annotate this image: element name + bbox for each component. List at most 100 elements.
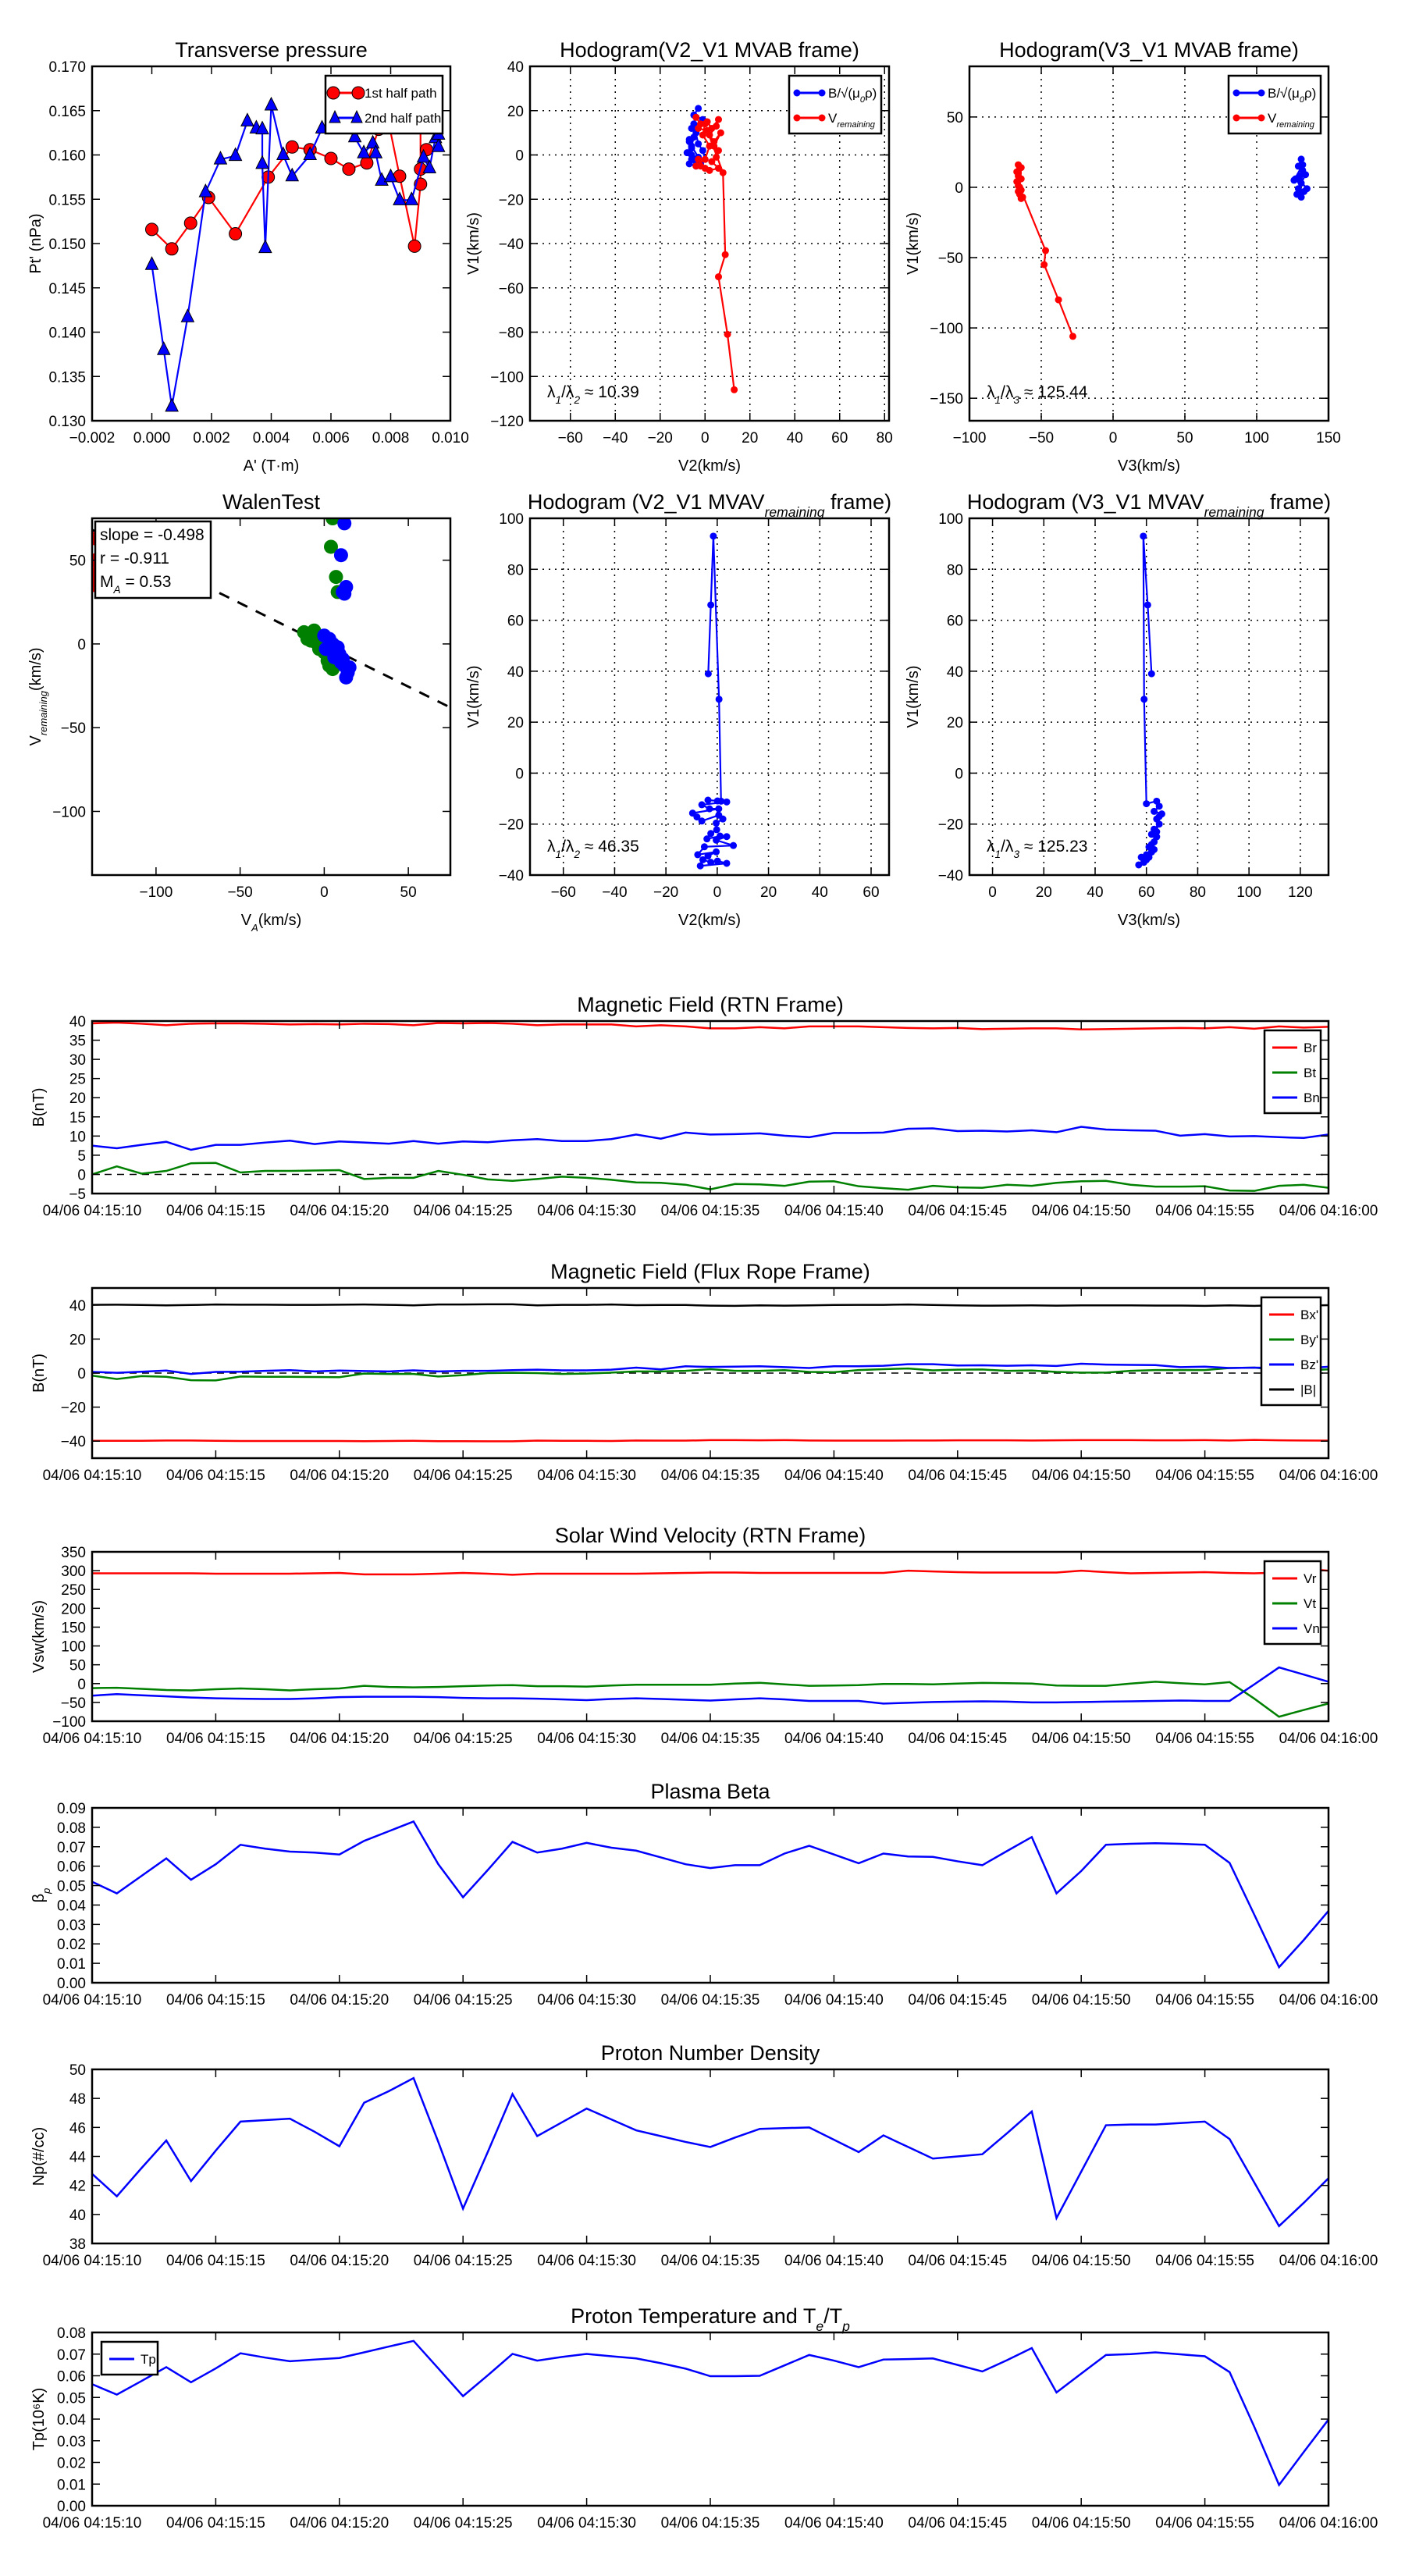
- series-beta: [92, 1820, 1329, 1969]
- y-tick-label: 0.170: [48, 59, 86, 76]
- data-point: [264, 96, 279, 111]
- x-tick-label: 04/06 04:15:15: [166, 1731, 265, 1747]
- data-point: [715, 147, 722, 155]
- chart-title: Solar Wind Velocity (RTN Frame): [555, 1524, 866, 1547]
- y-tick-label: −50: [938, 251, 963, 267]
- data-point: [228, 147, 243, 162]
- data-point: [704, 852, 712, 860]
- data-point: [1153, 828, 1161, 836]
- legend: Vr Vt Vn: [1263, 1560, 1322, 1646]
- data-point: [694, 851, 702, 859]
- y-axis-label: B(nT): [30, 1088, 48, 1127]
- y-tick-label: 50: [69, 1658, 86, 1674]
- x-tick-label: 04/06 04:15:55: [1155, 1203, 1254, 1219]
- chart-title: Proton Number Density: [601, 2041, 820, 2065]
- x-tick-label: 0: [988, 884, 997, 901]
- y-tick-label: 0.07: [57, 2347, 86, 2364]
- eigenvalue-ratio-annotation: λ1/λ3 ≈ 125.23: [987, 838, 1087, 860]
- legend-label: Vr: [1304, 1571, 1317, 1586]
- x-tick-label: 04/06 04:15:25: [414, 1992, 513, 2008]
- y-tick-label: 40: [69, 2208, 86, 2224]
- y-tick-label: 20: [947, 715, 963, 731]
- x-tick-label: 04/06 04:15:40: [784, 2253, 884, 2269]
- eigenvalue-ratio-annotation: λ1/λ2 ≈ 10.39: [547, 383, 639, 406]
- x-tick-label: 40: [1087, 884, 1103, 901]
- y-tick-label: −20: [938, 817, 963, 834]
- x-tick-label: 04/06 04:15:15: [166, 2253, 265, 2269]
- x-axis-label: VA(km/s): [241, 912, 302, 934]
- series-line: [92, 1567, 1329, 1576]
- legend-label: 1st half path: [365, 86, 437, 101]
- y-tick-label: 0.06: [57, 1859, 86, 1876]
- data-point: [1140, 532, 1147, 540]
- data-point: [713, 848, 720, 856]
- data-point: [703, 126, 711, 134]
- data-point: [696, 862, 704, 870]
- data-point: [719, 815, 727, 823]
- y-tick-label: −50: [61, 1695, 86, 1712]
- y-axis-label: Tp(10⁶K): [30, 2388, 48, 2450]
- data-point: [337, 518, 352, 531]
- chart-10: 04/06 04:15:10 04/06 04:15:15 04/06 04:15:…: [30, 2041, 1378, 2269]
- chart-6: 04/06 04:15:10 04/06 04:15:15 04/06 04:15:…: [30, 993, 1378, 1219]
- y-tick-label: 0.06: [57, 2369, 86, 2386]
- data-point: [285, 140, 299, 154]
- chart-title: Transverse pressure: [175, 38, 368, 62]
- x-tick-label: 0.004: [253, 430, 290, 447]
- data-point: [333, 548, 348, 563]
- legend: 1st half path 2nd half path: [324, 74, 444, 135]
- x-axis-label: V3(km/s): [1118, 912, 1180, 929]
- x-tick-label: 04/06 04:15:10: [43, 2515, 142, 2532]
- y-axis-label: βp: [30, 1888, 52, 1903]
- y-tick-label: 38: [69, 2236, 86, 2253]
- y-tick-label: 80: [947, 562, 963, 578]
- x-tick-label: −40: [603, 430, 628, 447]
- y-tick-label: 0.03: [57, 1917, 86, 1934]
- data-point: [165, 397, 179, 412]
- y-tick-label: 200: [61, 1601, 86, 1617]
- y-tick-label: −5: [69, 1187, 86, 1203]
- plot-area: [92, 1567, 1329, 1718]
- x-tick-label: 0.008: [372, 430, 410, 447]
- legend-label: Vt: [1304, 1596, 1316, 1611]
- data-point: [701, 155, 709, 163]
- data-point: [1299, 161, 1307, 169]
- y-tick-label: 25: [69, 1072, 86, 1088]
- legend-label: Bz': [1300, 1357, 1318, 1372]
- y-tick-label: 40: [507, 664, 524, 681]
- series-line: [92, 1303, 1329, 1308]
- x-tick-label: −100: [139, 884, 173, 901]
- y-tick-label: 0.04: [57, 2412, 86, 2428]
- data-point: [713, 836, 720, 844]
- plot-area: [92, 2076, 1329, 2228]
- legend-label: |B|: [1300, 1382, 1316, 1397]
- y-axis-label: V1(km/s): [465, 666, 482, 728]
- chart-4: −60 −40 −20 0 20 40 60 −40 −20 0 20 40 60 80 100Hodogr…: [465, 490, 891, 929]
- x-tick-label: 04/06 04:15:10: [43, 1468, 142, 1484]
- data-point: [431, 138, 446, 152]
- data-point: [690, 120, 698, 128]
- x-tick-label: −20: [648, 430, 673, 447]
- x-tick-label: 150: [1316, 430, 1341, 447]
- y-tick-label: 0.05: [57, 1879, 86, 1895]
- data-point: [1155, 820, 1163, 828]
- y-tick-label: 0.01: [57, 1956, 86, 1973]
- data-point: [717, 129, 724, 137]
- data-point: [730, 841, 738, 849]
- data-point: [1140, 696, 1148, 703]
- data-point: [324, 151, 338, 165]
- data-point: [1017, 194, 1025, 202]
- data-point: [329, 570, 343, 585]
- series-line: [92, 1439, 1329, 1443]
- chart-9: 04/06 04:15:10 04/06 04:15:15 04/06 04:15:…: [30, 1780, 1378, 2008]
- data-point: [707, 601, 715, 609]
- stats-line: r = -0.911: [100, 550, 169, 568]
- y-tick-label: 100: [61, 1639, 86, 1656]
- legend-label: Bx': [1300, 1308, 1318, 1322]
- data-point: [704, 670, 712, 678]
- data-point: [703, 835, 711, 843]
- legend-box: [788, 74, 883, 135]
- series-V~remaining~: [692, 113, 738, 393]
- y-tick-label: 20: [507, 715, 524, 731]
- legend-marker: [793, 89, 801, 97]
